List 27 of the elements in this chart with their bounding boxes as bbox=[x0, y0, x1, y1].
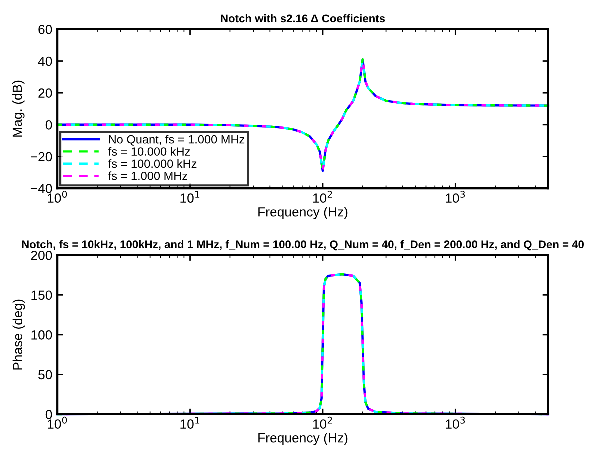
y-tick-label: −40 bbox=[30, 184, 52, 194]
y-tick-label: 200 bbox=[31, 250, 52, 260]
y-tick-label: 0 bbox=[46, 410, 52, 420]
x-tick-label: 10$^{1}$ bbox=[180, 417, 200, 429]
x-tick-label: 10$^{3}$ bbox=[446, 416, 466, 429]
y-tick-label: 150 bbox=[32, 290, 52, 300]
legend-label: fs = 100.000 kHz bbox=[108, 159, 197, 168]
chart-title: Notch, fs = 10kHz, 100kHz, and 1 MHz, f_Num = 100.00 Hz, Q_Num = 40, f_Den = 200.00 Hz, and Q_Den = 40 bbox=[22, 240, 584, 251]
legend-label: No Quant, fs = 1.000 MHz bbox=[109, 135, 245, 146]
x-tick-label: 10$^{3}$ bbox=[446, 190, 466, 204]
y-axis-title: Phase (deg) bbox=[12, 300, 26, 370]
x-axis-title: Frequency (Hz) bbox=[258, 207, 348, 220]
y-tick-label: 20 bbox=[38, 88, 52, 98]
y-tick-label: 60 bbox=[38, 25, 52, 34]
y-tick-label: 0 bbox=[46, 120, 52, 130]
x-tick-label: 10$^{2}$ bbox=[313, 190, 332, 204]
chart-title: Notch with s2.16 Δ Coefficients bbox=[221, 14, 386, 23]
y-tick-label: 40 bbox=[38, 56, 52, 66]
y-axis-title: Mag. (dB) bbox=[12, 80, 25, 137]
legend-label: fs = 1.000 MHz bbox=[108, 172, 188, 180]
legend-label: fs = 10.000 kHz bbox=[108, 147, 190, 156]
y-tick-label: 100 bbox=[32, 330, 52, 340]
y-tick-label: −20 bbox=[30, 152, 52, 162]
y-tick-label: 50 bbox=[38, 370, 52, 380]
x-tick-label: 10$^{1}$ bbox=[180, 191, 200, 204]
x-axis-title: Frequency (Hz) bbox=[258, 433, 348, 446]
x-tick-label: 10$^{2}$ bbox=[313, 416, 332, 429]
